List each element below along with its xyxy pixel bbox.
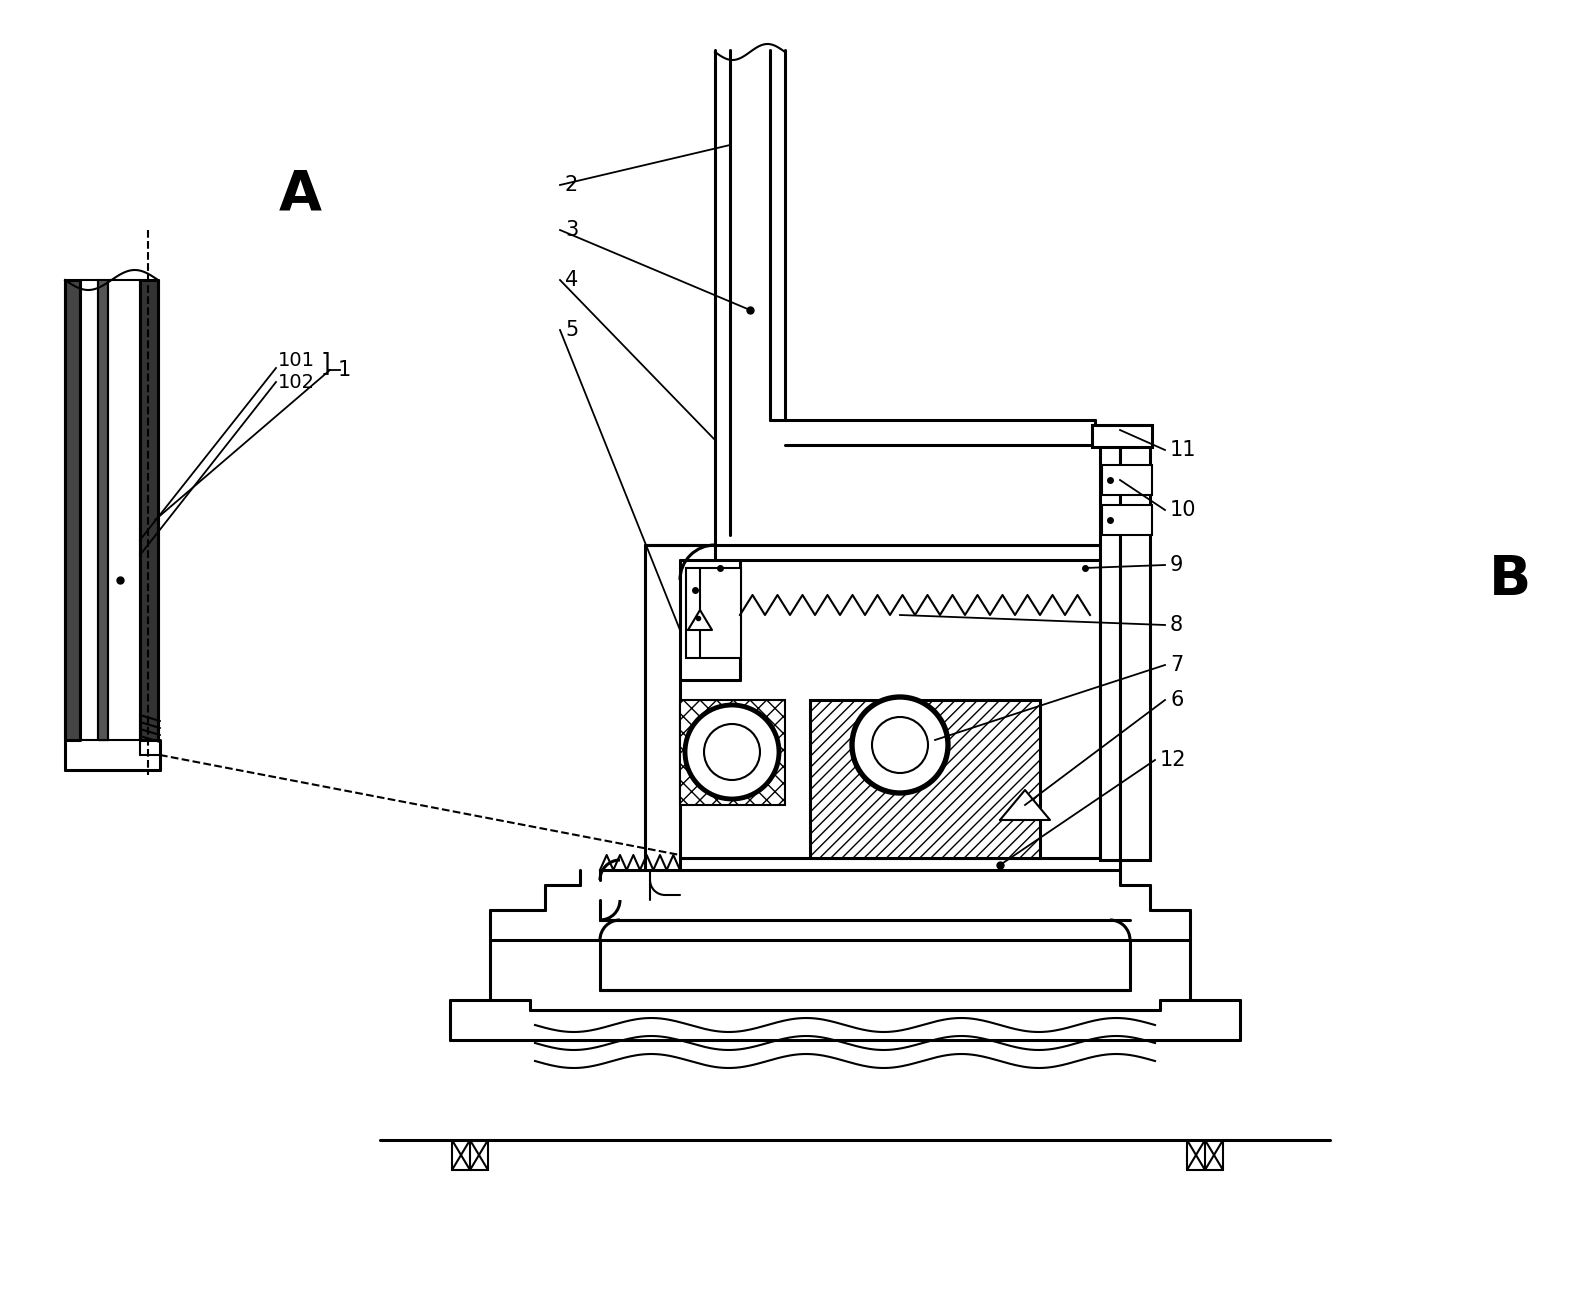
Polygon shape: [97, 280, 108, 740]
Text: 5: 5: [565, 320, 579, 340]
Polygon shape: [80, 280, 97, 740]
Text: 10: 10: [1171, 500, 1196, 519]
Polygon shape: [1000, 790, 1050, 820]
Text: A: A: [279, 168, 322, 223]
Text: 6: 6: [1171, 690, 1183, 710]
Text: ]: ]: [321, 352, 330, 375]
Bar: [1093, 424, 1152, 447]
Text: 102: 102: [278, 372, 314, 392]
Text: 3: 3: [565, 220, 579, 240]
Text: 8: 8: [1171, 615, 1183, 635]
Text: 4: 4: [565, 270, 579, 290]
Bar: [679, 700, 785, 805]
Bar: [1101, 445, 1120, 861]
Text: B: B: [1488, 553, 1531, 607]
Bar: [686, 568, 742, 658]
Polygon shape: [687, 611, 711, 630]
Bar: [1102, 465, 1152, 495]
Circle shape: [852, 697, 947, 793]
Text: 1: 1: [338, 359, 351, 380]
Polygon shape: [108, 280, 140, 740]
Text: 2: 2: [565, 174, 579, 195]
Text: 12: 12: [1160, 750, 1187, 769]
Bar: [1102, 505, 1152, 535]
Bar: [1120, 445, 1150, 861]
Circle shape: [684, 704, 778, 799]
Circle shape: [872, 717, 928, 773]
Text: 101: 101: [278, 350, 314, 370]
Polygon shape: [65, 280, 80, 740]
Polygon shape: [140, 280, 158, 740]
Text: 11: 11: [1171, 440, 1196, 460]
Text: 9: 9: [1171, 555, 1183, 575]
Bar: [810, 700, 1040, 858]
Text: 7: 7: [1171, 655, 1183, 674]
Circle shape: [703, 724, 759, 780]
